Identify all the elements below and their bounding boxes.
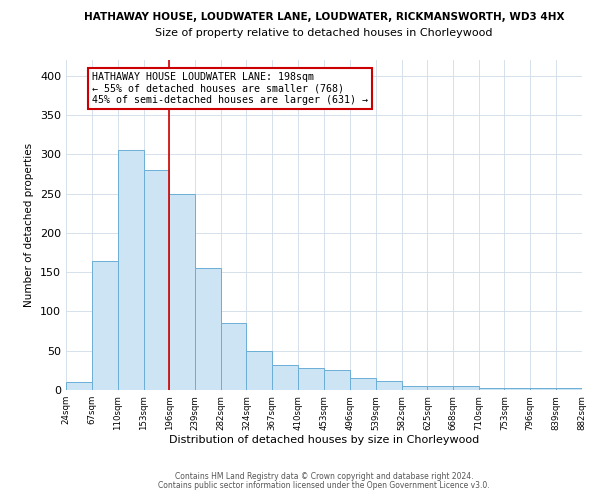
Bar [505, 388, 530, 390]
Bar [530, 388, 556, 390]
Bar [196, 268, 221, 390]
Bar [247, 350, 272, 390]
Text: Size of property relative to detached houses in Chorleywood: Size of property relative to detached ho… [155, 28, 493, 38]
Bar [324, 370, 350, 390]
Bar [556, 388, 582, 390]
Bar [118, 150, 143, 390]
Text: HATHAWAY HOUSE, LOUDWATER LANE, LOUDWATER, RICKMANSWORTH, WD3 4HX: HATHAWAY HOUSE, LOUDWATER LANE, LOUDWATE… [84, 12, 564, 22]
Bar [427, 386, 454, 390]
Bar [298, 368, 324, 390]
Bar [401, 386, 427, 390]
Bar [350, 378, 376, 390]
Bar [454, 386, 479, 390]
Bar [272, 365, 298, 390]
Bar [169, 194, 196, 390]
Text: Contains HM Land Registry data © Crown copyright and database right 2024.: Contains HM Land Registry data © Crown c… [175, 472, 473, 481]
Text: HATHAWAY HOUSE LOUDWATER LANE: 198sqm
← 55% of detached houses are smaller (768): HATHAWAY HOUSE LOUDWATER LANE: 198sqm ← … [92, 72, 368, 105]
Bar [143, 170, 169, 390]
Bar [221, 323, 247, 390]
X-axis label: Distribution of detached houses by size in Chorleywood: Distribution of detached houses by size … [169, 436, 479, 446]
Bar [376, 382, 401, 390]
Bar [479, 388, 505, 390]
Bar [66, 382, 92, 390]
Text: Contains public sector information licensed under the Open Government Licence v3: Contains public sector information licen… [158, 481, 490, 490]
Bar [92, 261, 118, 390]
Y-axis label: Number of detached properties: Number of detached properties [25, 143, 34, 307]
